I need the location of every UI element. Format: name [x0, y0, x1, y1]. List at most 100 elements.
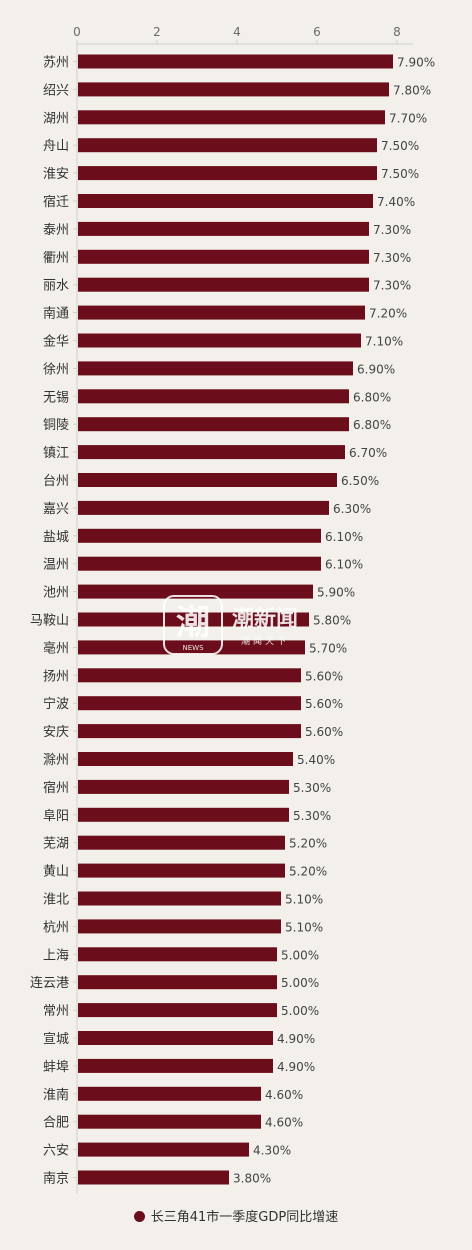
- category-label: 湖州: [43, 111, 69, 126]
- category-label: 衢州: [43, 251, 69, 266]
- category-label: 金华: [43, 334, 69, 350]
- category-label: 六安: [43, 1144, 69, 1159]
- bar: [78, 891, 281, 906]
- bar: [78, 54, 393, 69]
- value-label: 6.30%: [333, 502, 371, 516]
- value-label: 5.10%: [285, 920, 323, 934]
- bar: [78, 975, 277, 990]
- category-label: 安庆: [43, 725, 69, 740]
- category-label: 宁波: [43, 696, 69, 712]
- category-label: 淮南: [43, 1087, 69, 1103]
- category-label: 苏州: [43, 55, 69, 71]
- category-label: 阜阳: [43, 808, 69, 824]
- value-label: 6.70%: [349, 446, 387, 460]
- value-label: 5.90%: [317, 586, 355, 600]
- bar: [78, 473, 337, 487]
- category-label: 池州: [43, 586, 69, 601]
- bar: [78, 835, 285, 850]
- value-label: 3.80%: [233, 1172, 271, 1186]
- value-label: 7.50%: [381, 167, 419, 181]
- bar: [78, 612, 309, 627]
- category-label: 台州: [43, 474, 69, 489]
- category-label: 泰州: [43, 223, 69, 238]
- x-tick-label: 6: [313, 25, 321, 39]
- bar: [78, 752, 293, 766]
- bar: [78, 221, 369, 236]
- value-label: 4.30%: [253, 1144, 291, 1158]
- category-label: 嘉兴: [43, 502, 69, 517]
- value-label: 5.10%: [285, 893, 323, 907]
- value-label: 5.00%: [281, 976, 319, 990]
- category-label: 镇江: [43, 446, 69, 461]
- bar: [78, 305, 365, 320]
- value-label: 5.20%: [289, 837, 327, 851]
- value-label: 7.30%: [373, 279, 411, 293]
- category-label: 常州: [43, 1004, 69, 1019]
- value-label: 5.00%: [281, 1004, 319, 1018]
- category-label: 黄山: [43, 865, 69, 880]
- bar: [78, 333, 361, 348]
- value-label: 6.50%: [341, 474, 379, 488]
- bar: [78, 1058, 273, 1073]
- value-label: 5.60%: [305, 669, 343, 683]
- value-label: 5.70%: [309, 641, 347, 655]
- value-label: 6.80%: [353, 418, 391, 432]
- bar: [78, 556, 321, 571]
- value-label: 7.40%: [377, 195, 415, 209]
- value-label: 5.40%: [297, 753, 335, 767]
- value-label: 6.10%: [325, 558, 363, 572]
- value-label: 4.90%: [277, 1060, 315, 1074]
- bar: [78, 361, 353, 376]
- bar: [78, 724, 301, 739]
- value-label: 7.50%: [381, 139, 419, 153]
- category-label: 淮安: [43, 167, 69, 182]
- bar: [78, 947, 277, 962]
- legend-dot-icon: [133, 1211, 145, 1222]
- value-label: 5.30%: [293, 781, 331, 795]
- bar: [78, 277, 369, 292]
- category-label: 舟山: [43, 139, 69, 154]
- value-label: 6.10%: [325, 530, 363, 544]
- value-label: 5.20%: [289, 865, 327, 879]
- legend-label: 长三角41市一季度GDP同比增速: [150, 1210, 339, 1225]
- value-label: 7.70%: [389, 111, 427, 125]
- category-label: 南京: [43, 1171, 69, 1187]
- bar: [78, 919, 281, 934]
- category-label: 连云港: [30, 975, 69, 991]
- bar: [78, 584, 313, 599]
- legend[interactable]: 长三角41市一季度GDP同比增速: [0, 1206, 472, 1225]
- category-label: 亳州: [43, 640, 69, 656]
- category-label: 上海: [43, 948, 69, 963]
- category-label: 马鞍山: [30, 613, 69, 629]
- value-label: 5.60%: [305, 725, 343, 739]
- value-label: 4.60%: [265, 1116, 303, 1130]
- category-label: 蚌埠: [43, 1060, 69, 1075]
- bar: [78, 807, 289, 822]
- category-label: 扬州: [43, 669, 69, 684]
- value-label: 7.10%: [365, 335, 403, 349]
- x-tick-label: 0: [73, 25, 81, 39]
- bar: [78, 166, 377, 181]
- category-label: 宣城: [43, 1031, 69, 1047]
- bar: [78, 696, 301, 711]
- bar: [78, 1142, 249, 1157]
- value-label: 7.30%: [373, 251, 411, 265]
- category-label: 宿州: [43, 780, 69, 796]
- bar: [78, 1086, 261, 1101]
- value-label: 5.60%: [305, 697, 343, 711]
- category-label: 淮北: [43, 893, 69, 908]
- bar: [78, 528, 321, 543]
- category-label: 无锡: [43, 390, 69, 405]
- category-label: 绍兴: [43, 83, 69, 98]
- value-label: 7.20%: [369, 307, 407, 321]
- x-tick-label: 4: [233, 25, 241, 39]
- value-label: 6.80%: [353, 390, 391, 404]
- value-label: 6.90%: [357, 362, 395, 376]
- category-label: 盐城: [43, 530, 69, 545]
- value-label: 5.00%: [281, 948, 319, 962]
- bar: [78, 863, 285, 878]
- category-label: 芜湖: [43, 837, 69, 852]
- bar: [78, 1170, 229, 1185]
- bar: [78, 668, 301, 683]
- value-label: 4.60%: [265, 1088, 303, 1102]
